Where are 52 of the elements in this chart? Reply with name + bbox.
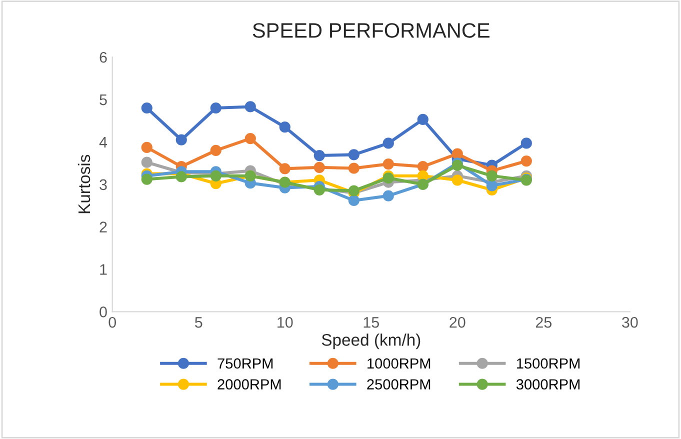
- point: [486, 170, 498, 182]
- legend-label: 1500RPM: [516, 358, 580, 369]
- chart-title: SPEED PERFORMANCE: [252, 23, 490, 38]
- x-tick-label: 15: [364, 317, 379, 328]
- x-tick-label: 20: [450, 316, 466, 328]
- legend-label: 1000RPM: [368, 358, 430, 369]
- legend-label: 3000RPM: [516, 379, 580, 390]
- point: [382, 172, 394, 184]
- point: [210, 102, 222, 114]
- point: [348, 149, 360, 160]
- point: [141, 142, 152, 154]
- point: [210, 144, 222, 156]
- point: [520, 155, 532, 167]
- y-axis-title: Kurtosis: [78, 154, 90, 214]
- y-tick-label: 2: [100, 222, 107, 232]
- point: [141, 102, 152, 114]
- point: [382, 138, 394, 149]
- legend-label: 2000RPM: [218, 379, 281, 390]
- point: [141, 156, 152, 168]
- point: [348, 194, 360, 206]
- legend-label: 2500RPM: [367, 379, 430, 390]
- x-tick-label: 5: [194, 317, 202, 328]
- point: [314, 162, 325, 173]
- y-tick-label: 6: [100, 52, 107, 63]
- point: [244, 132, 256, 144]
- y-tick-label: 5: [100, 94, 107, 106]
- point: [520, 138, 532, 149]
- point: [452, 148, 463, 160]
- x-tick-label: 10: [278, 316, 293, 328]
- y-tick-label: 1: [100, 264, 107, 275]
- x-tick-label: 0: [108, 316, 116, 328]
- x-axis-title: Speed (km/h): [322, 334, 420, 350]
- point: [486, 180, 498, 192]
- point: [279, 163, 290, 174]
- point: [452, 174, 463, 186]
- point: [176, 134, 187, 146]
- point: [176, 171, 187, 182]
- point: [417, 114, 428, 126]
- point: [244, 101, 256, 112]
- x-tick-label: 30: [622, 316, 638, 328]
- y-tick-label: 4: [99, 136, 108, 148]
- point: [279, 122, 290, 133]
- point: [314, 150, 325, 162]
- x-tick-label: 25: [536, 316, 552, 328]
- point: [417, 161, 428, 172]
- point: [382, 190, 394, 202]
- y-tick-label: 0: [100, 306, 107, 318]
- point: [348, 162, 360, 174]
- y-tick-label: 3: [100, 179, 107, 190]
- legend-label: 750RPM: [218, 358, 273, 369]
- point: [141, 174, 152, 185]
- point: [382, 158, 394, 170]
